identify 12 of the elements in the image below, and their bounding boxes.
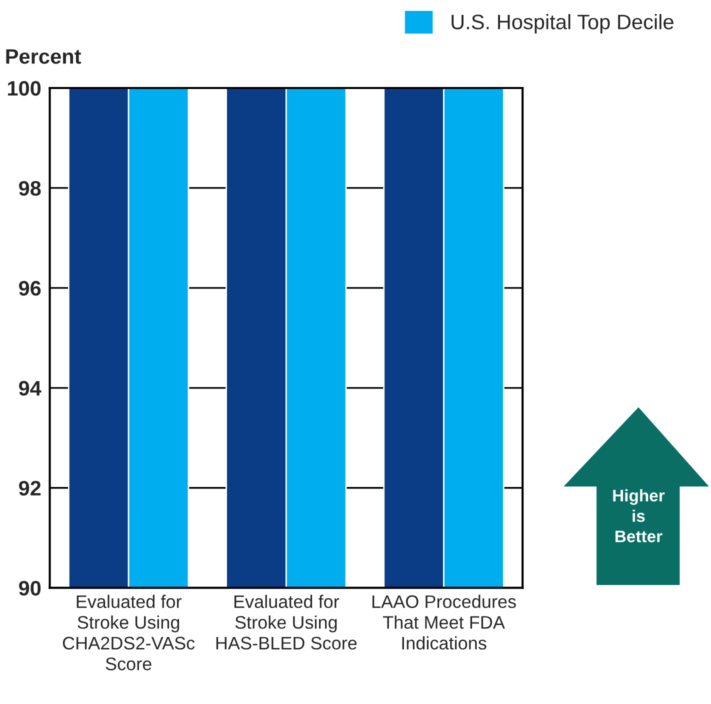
y-tick-label: 94 [18, 380, 42, 396]
legend-label: U.S. Hospital Top Decile [452, 14, 674, 34]
y-tick-label: 98 [18, 180, 41, 196]
y-tick-label: 92 [18, 480, 41, 496]
y-tick-label: 96 [18, 280, 41, 296]
text: Higher is Better [613, 489, 665, 542]
y-tick-label: 90 [18, 580, 41, 596]
y-tick-label: 100 [8, 81, 41, 96]
x-tick-label: Evaluated for Stroke Using CHA2DS2-VASc Score [62, 594, 195, 670]
x-tick-label: LAAO Procedures That Meet FDA Indications [372, 594, 516, 650]
x-tick-label: Evaluated for Stroke Using HAS-BLED Score [216, 594, 357, 650]
y-axis-title: Percent [6, 49, 82, 64]
